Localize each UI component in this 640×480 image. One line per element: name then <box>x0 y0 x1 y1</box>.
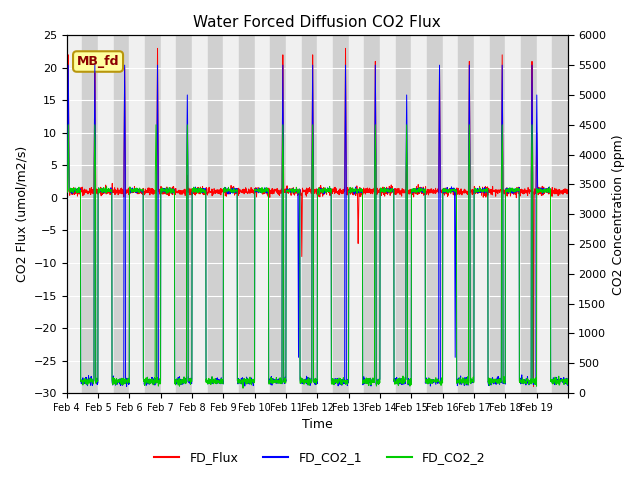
Bar <box>301 36 317 393</box>
Bar <box>536 36 552 393</box>
Bar <box>396 36 412 393</box>
Bar <box>505 36 521 393</box>
Bar <box>427 36 443 393</box>
Title: Water Forced Diffusion CO2 Flux: Water Forced Diffusion CO2 Flux <box>193 15 441 30</box>
Y-axis label: CO2 Concentration (ppm): CO2 Concentration (ppm) <box>612 134 625 295</box>
Bar <box>349 36 364 393</box>
Bar <box>270 36 286 393</box>
Bar <box>286 36 301 393</box>
Bar <box>412 36 427 393</box>
Bar <box>98 36 114 393</box>
Bar <box>208 36 223 393</box>
Bar <box>114 36 129 393</box>
Bar <box>177 36 192 393</box>
Y-axis label: CO2 Flux (umol/m2/s): CO2 Flux (umol/m2/s) <box>15 146 28 282</box>
X-axis label: Time: Time <box>302 419 333 432</box>
Bar <box>223 36 239 393</box>
Bar <box>552 36 568 393</box>
Bar <box>474 36 490 393</box>
Bar <box>145 36 161 393</box>
Text: MB_fd: MB_fd <box>77 55 119 68</box>
Bar <box>333 36 349 393</box>
Bar <box>443 36 458 393</box>
Bar <box>129 36 145 393</box>
Legend: FD_Flux, FD_CO2_1, FD_CO2_2: FD_Flux, FD_CO2_1, FD_CO2_2 <box>149 446 491 469</box>
Bar <box>380 36 396 393</box>
Bar <box>458 36 474 393</box>
Bar <box>192 36 208 393</box>
Bar <box>67 36 83 393</box>
Bar <box>317 36 333 393</box>
Bar <box>364 36 380 393</box>
Bar <box>255 36 270 393</box>
Bar <box>161 36 177 393</box>
Bar <box>83 36 98 393</box>
Bar <box>490 36 505 393</box>
Bar <box>521 36 536 393</box>
Bar <box>239 36 255 393</box>
